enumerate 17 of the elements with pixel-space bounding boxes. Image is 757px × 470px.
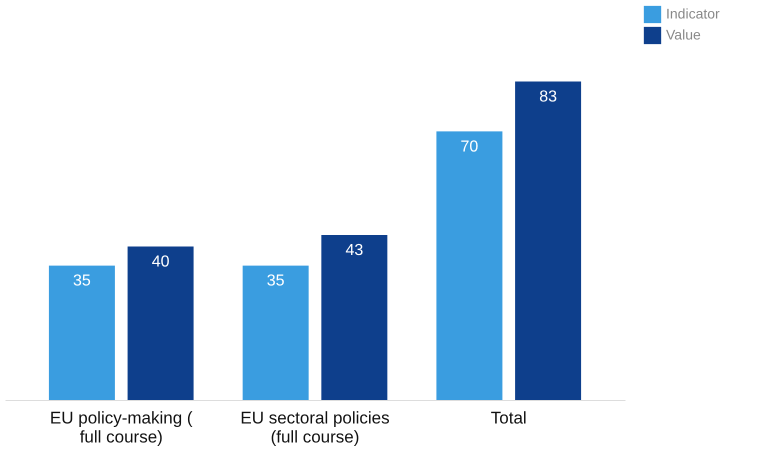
bar bbox=[436, 131, 502, 400]
x-tick-label: EU policy-making ( full course) bbox=[50, 408, 193, 446]
x-tick-label: Total bbox=[490, 408, 527, 428]
data-label: 40 bbox=[152, 253, 170, 270]
data-label: 83 bbox=[539, 88, 558, 106]
x-tick-label: EU sectoral policies (full course) bbox=[240, 408, 390, 446]
legend-label: Value bbox=[666, 26, 701, 42]
bar bbox=[242, 266, 309, 400]
bar bbox=[128, 246, 194, 400]
bar bbox=[48, 266, 115, 400]
data-label: 70 bbox=[460, 138, 478, 156]
data-label: 43 bbox=[345, 242, 364, 259]
legend-label: Indicator bbox=[666, 6, 720, 22]
data-label: 35 bbox=[73, 272, 91, 290]
bar bbox=[321, 234, 388, 400]
bar bbox=[515, 81, 582, 400]
data-label: 35 bbox=[266, 272, 285, 290]
